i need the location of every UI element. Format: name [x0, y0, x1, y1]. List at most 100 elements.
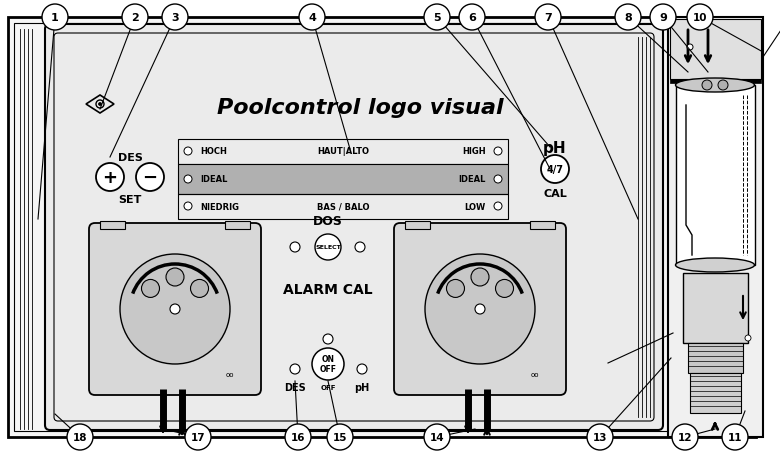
Text: 14: 14	[430, 432, 445, 442]
Circle shape	[494, 148, 502, 156]
Circle shape	[535, 5, 561, 31]
Text: HIGH: HIGH	[463, 147, 486, 156]
Bar	[225, 222, 250, 229]
Circle shape	[494, 176, 502, 184]
Circle shape	[67, 424, 93, 450]
Circle shape	[323, 334, 333, 344]
Circle shape	[327, 424, 353, 450]
Circle shape	[290, 364, 300, 374]
Text: 12: 12	[678, 432, 692, 442]
Text: DES: DES	[118, 153, 143, 162]
Circle shape	[702, 81, 712, 91]
Text: DOS: DOS	[313, 215, 343, 228]
Circle shape	[290, 243, 300, 253]
Bar	[100, 222, 125, 229]
FancyBboxPatch shape	[89, 223, 261, 395]
Circle shape	[357, 364, 367, 374]
Circle shape	[587, 424, 613, 450]
Circle shape	[424, 5, 450, 31]
Text: 11: 11	[728, 432, 743, 442]
Circle shape	[184, 202, 192, 211]
Circle shape	[471, 268, 489, 286]
Text: NIEDRIG: NIEDRIG	[200, 202, 239, 211]
Bar	[405, 222, 430, 229]
Circle shape	[355, 243, 365, 253]
Circle shape	[166, 268, 184, 286]
Text: 16: 16	[291, 432, 305, 442]
Circle shape	[722, 424, 748, 450]
Bar	[670, 20, 761, 80]
Text: LOW: LOW	[465, 202, 486, 211]
Text: IDEAL: IDEAL	[200, 175, 228, 184]
Text: OFF: OFF	[321, 384, 335, 390]
Text: 15: 15	[333, 432, 347, 442]
Text: SELECT: SELECT	[315, 245, 341, 250]
Circle shape	[184, 176, 192, 184]
Bar	[530, 222, 555, 229]
Text: −: −	[143, 169, 158, 187]
Text: 4: 4	[308, 13, 316, 23]
Text: CAL: CAL	[543, 188, 567, 198]
Bar	[178, 195, 508, 219]
Circle shape	[136, 164, 164, 192]
Text: 17: 17	[190, 432, 205, 442]
Circle shape	[495, 280, 513, 298]
Text: 7: 7	[544, 13, 552, 23]
Circle shape	[424, 424, 450, 450]
Circle shape	[687, 45, 693, 51]
Circle shape	[122, 5, 148, 31]
Text: HAUT|ALTO: HAUT|ALTO	[317, 147, 369, 156]
Text: Poolcontrol logo visual: Poolcontrol logo visual	[217, 98, 503, 118]
Circle shape	[650, 5, 676, 31]
Circle shape	[185, 424, 211, 450]
Text: 6: 6	[468, 13, 476, 23]
Text: 9: 9	[659, 13, 667, 23]
Circle shape	[718, 81, 728, 91]
Circle shape	[745, 335, 751, 341]
Bar	[670, 80, 761, 84]
Circle shape	[459, 5, 485, 31]
Circle shape	[312, 348, 344, 380]
Circle shape	[141, 280, 159, 298]
Circle shape	[190, 280, 208, 298]
Text: 5: 5	[433, 13, 441, 23]
Text: 10: 10	[693, 13, 707, 23]
Circle shape	[494, 202, 502, 211]
Circle shape	[299, 5, 325, 31]
Text: BAS / BALO: BAS / BALO	[317, 202, 369, 211]
Circle shape	[475, 304, 485, 314]
Circle shape	[96, 164, 124, 192]
Circle shape	[98, 103, 101, 106]
Text: 2: 2	[131, 13, 139, 23]
Ellipse shape	[675, 258, 754, 273]
Text: pH: pH	[543, 140, 567, 155]
Text: 18: 18	[73, 432, 87, 442]
Bar	[178, 140, 508, 165]
Bar	[676, 86, 755, 265]
Circle shape	[315, 234, 341, 260]
Circle shape	[672, 424, 698, 450]
Text: ALARM CAL: ALARM CAL	[283, 283, 373, 296]
Circle shape	[541, 156, 569, 184]
Text: 4/7: 4/7	[547, 165, 563, 175]
Text: +: +	[102, 169, 118, 187]
Text: 1: 1	[51, 13, 58, 23]
Text: SET: SET	[119, 195, 142, 205]
Bar	[14, 24, 750, 431]
Circle shape	[615, 5, 641, 31]
Bar	[690, 373, 741, 413]
Text: HOCH: HOCH	[200, 147, 227, 156]
Text: 3: 3	[171, 13, 179, 23]
FancyBboxPatch shape	[45, 25, 663, 430]
Text: IDEAL: IDEAL	[459, 175, 486, 184]
Circle shape	[162, 5, 188, 31]
Text: 13: 13	[593, 432, 608, 442]
Text: 8: 8	[624, 13, 632, 23]
Circle shape	[285, 424, 311, 450]
Text: DES: DES	[284, 382, 306, 392]
Circle shape	[425, 254, 535, 364]
Circle shape	[184, 148, 192, 156]
Text: oo: oo	[225, 371, 234, 377]
Bar	[688, 343, 743, 373]
Bar	[683, 273, 748, 343]
